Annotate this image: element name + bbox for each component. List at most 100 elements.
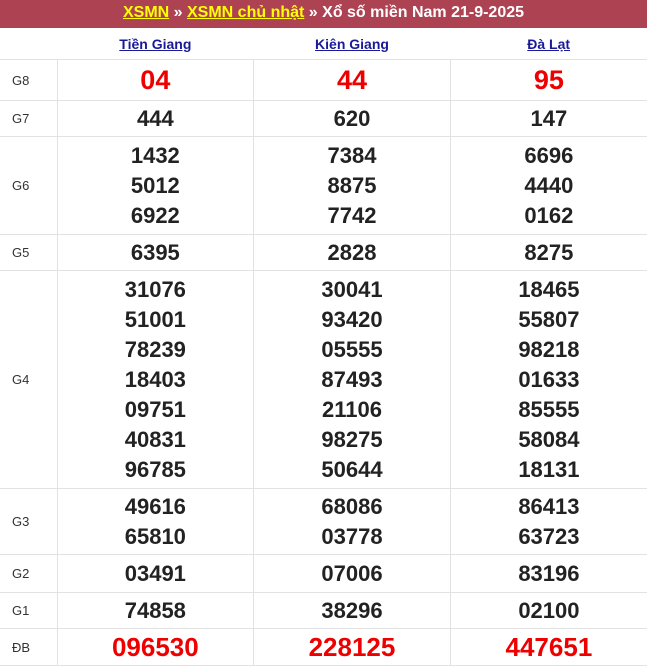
prize-cell: 30041 93420 05555 87493 21106 98275 50644 [253, 270, 451, 489]
page-title: Xổ số miền Nam 21-9-2025 [322, 4, 525, 21]
prize-number: 01633 [518, 366, 580, 392]
prize-row-đb: ĐB 096530 228125 447651 [0, 628, 647, 666]
prize-cell: 04 [56, 59, 255, 101]
prize-label: G5 [0, 234, 58, 271]
prize-number: 68086 [321, 493, 383, 519]
prize-cell: 447651 [449, 628, 647, 666]
prize-cell: 38296 [253, 592, 451, 629]
prize-cell: 096530 [56, 628, 255, 666]
province-link-kien-giang[interactable]: Kiên Giang [315, 35, 389, 52]
prize-cell: 8275 [449, 234, 647, 271]
prize-label: G6 [0, 136, 58, 235]
prize-number: 1432 [130, 142, 180, 168]
corner-cell [0, 28, 57, 60]
prize-label: G3 [0, 488, 58, 555]
page-title-bar: XSMN » XSMN chủ nhật » Xổ số miền Nam 21… [0, 0, 647, 28]
prize-number: 58084 [518, 426, 580, 452]
prize-number: 55807 [518, 306, 580, 332]
prize-number: 50644 [321, 456, 383, 482]
prize-label: ĐB [0, 628, 58, 666]
prize-number: 51001 [124, 306, 186, 332]
prize-number: 05555 [321, 336, 383, 362]
breadcrumb-separator: » [304, 4, 323, 21]
prize-number: 18403 [124, 366, 186, 392]
prize-label: G1 [0, 592, 58, 629]
prize-cell: 7384 8875 7742 [253, 136, 451, 235]
breadcrumb-xsmn-sunday-link[interactable]: XSMN chủ nhật [187, 4, 305, 21]
prize-number: 02100 [518, 597, 580, 623]
prize-number: 6922 [130, 202, 180, 228]
prize-cell: 620 [253, 100, 451, 137]
prize-cell: 95 [449, 59, 647, 101]
prize-cell: 228125 [253, 628, 451, 666]
prize-number: 7742 [327, 202, 377, 228]
prize-number: 93420 [321, 306, 383, 332]
prize-number: 98218 [518, 336, 580, 362]
prize-number: 30041 [321, 276, 383, 302]
prize-cell: 2828 [253, 234, 451, 271]
prize-cell: 83196 [449, 554, 647, 593]
prize-cell: 86413 63723 [449, 488, 647, 555]
prize-number: 147 [530, 105, 568, 131]
prize-number: 40831 [124, 426, 186, 452]
prize-number: 6696 [524, 142, 574, 168]
prize-number: 444 [136, 105, 174, 131]
prize-number: 228125 [308, 632, 396, 662]
prize-label: G4 [0, 270, 58, 489]
prize-cell: 07006 [253, 554, 451, 593]
prize-row-g5: G5 6395 2828 8275 [0, 234, 647, 271]
prize-number: 8275 [524, 239, 574, 265]
prize-cell: 44 [253, 59, 451, 101]
prize-cell: 6696 4440 0162 [449, 136, 647, 235]
province-header-row: Tiền Giang Kiên Giang Đà Lạt [0, 28, 647, 60]
prize-number: 03778 [321, 523, 383, 549]
prize-label: G8 [0, 59, 58, 101]
prize-number: 83196 [518, 560, 580, 586]
prize-cell: 49616 65810 [56, 488, 255, 555]
prize-cell: 31076 51001 78239 18403 09751 40831 96785 [56, 270, 255, 489]
prize-number: 0162 [524, 202, 574, 228]
prize-cell: 18465 55807 98218 01633 85555 58084 18131 [449, 270, 647, 489]
prize-number: 96785 [124, 456, 186, 482]
prize-number: 8875 [327, 172, 377, 198]
results-table: Tiền Giang Kiên Giang Đà Lạt G8 04 44 95 G7 4… [0, 28, 647, 666]
prize-cell: 03491 [56, 554, 255, 593]
prize-number: 86413 [518, 493, 580, 519]
prize-cell: 444 [56, 100, 255, 137]
prize-number: 74858 [124, 597, 186, 623]
prize-number: 096530 [111, 632, 199, 662]
prize-number: 21106 [322, 396, 382, 422]
prize-number: 09751 [124, 396, 186, 422]
prize-row-g7: G7 444 620 147 [0, 100, 647, 137]
prize-number: 5012 [130, 172, 180, 198]
prize-number: 18131 [518, 456, 580, 482]
prize-number: 18465 [518, 276, 580, 302]
prize-number: 65810 [124, 523, 186, 549]
prize-number: 49616 [124, 493, 186, 519]
prize-number: 620 [333, 105, 371, 131]
prize-number: 04 [140, 65, 171, 95]
prize-number: 4440 [524, 172, 574, 198]
prize-row-g1: G1 74858 38296 02100 [0, 592, 647, 629]
prize-number: 85555 [518, 396, 580, 422]
prize-number: 07006 [321, 560, 383, 586]
prize-number: 63723 [518, 523, 580, 549]
prize-number: 38296 [321, 597, 383, 623]
prize-cell: 1432 5012 6922 [56, 136, 255, 235]
prize-number: 447651 [505, 632, 593, 662]
prize-row-g4: G4 31076 51001 78239 18403 09751 40831 96785 300… [0, 270, 647, 489]
province-link-da-lat[interactable]: Đà Lạt [527, 35, 571, 52]
prize-cell: 68086 03778 [253, 488, 451, 555]
prize-row-g2: G2 03491 07006 83196 [0, 554, 647, 593]
prize-row-g8: G8 04 44 95 [0, 59, 647, 101]
prize-number: 6395 [130, 239, 180, 265]
prize-label: G2 [0, 554, 58, 593]
prize-number: 87493 [321, 366, 383, 392]
province-link-tien-giang[interactable]: Tiền Giang [119, 35, 192, 52]
breadcrumb-xsmn-link[interactable]: XSMN [122, 4, 170, 21]
prize-label: G7 [0, 100, 58, 137]
prize-number: 98275 [321, 426, 383, 452]
breadcrumb-separator: » [169, 4, 187, 21]
prize-cell: 147 [449, 100, 647, 137]
prize-number: 95 [533, 65, 564, 95]
